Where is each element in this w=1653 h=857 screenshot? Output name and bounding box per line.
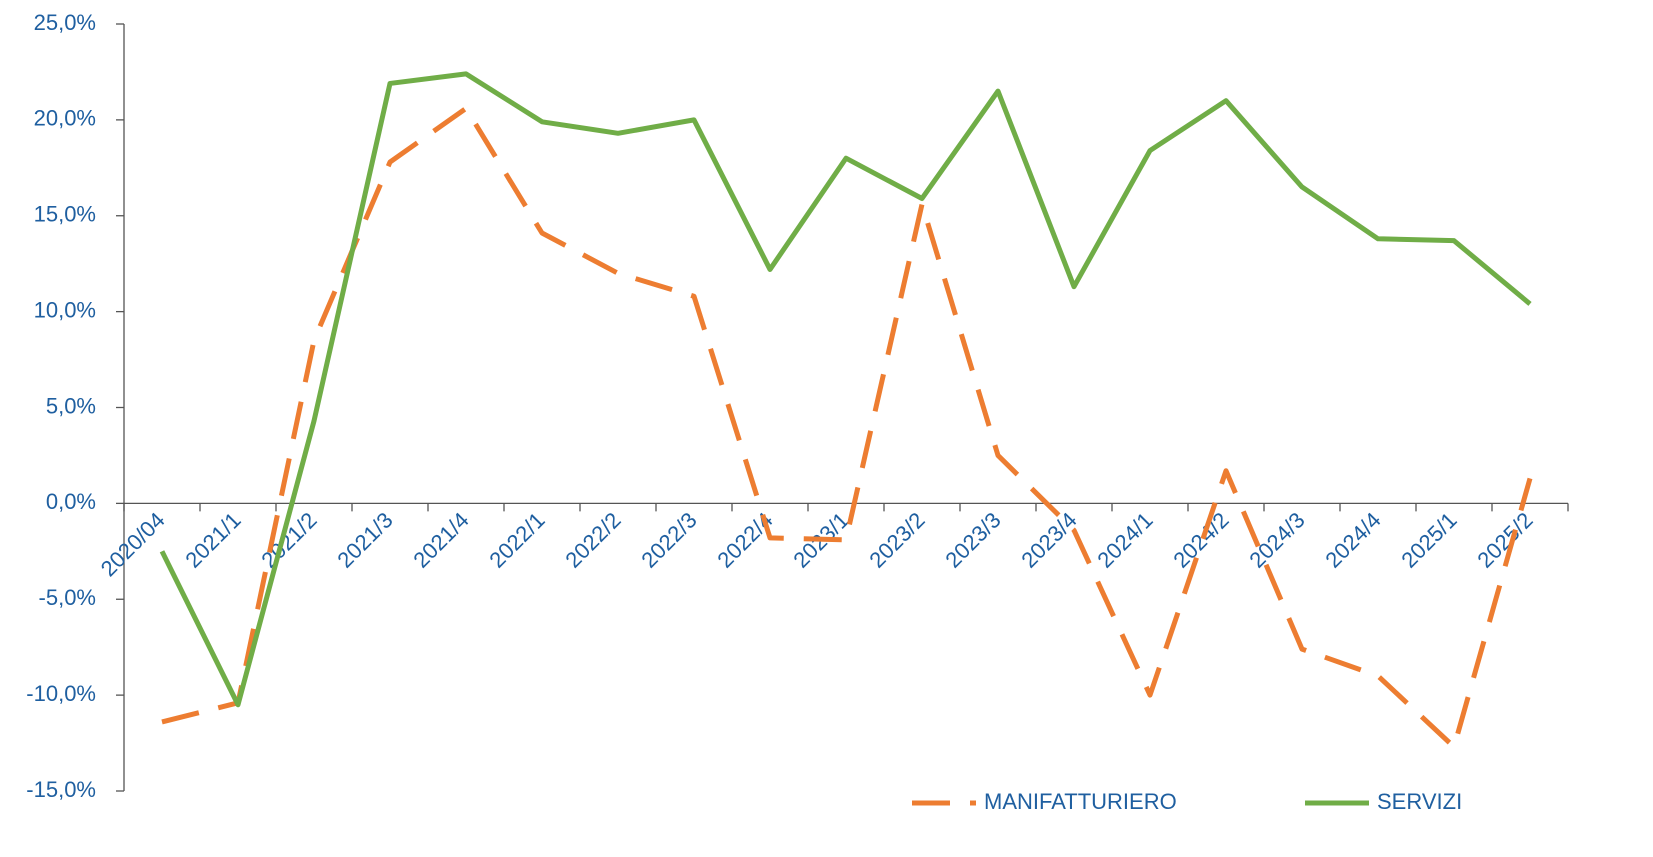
x-tick-label: 2022/2 xyxy=(560,507,625,572)
x-tick-label: 2023/2 xyxy=(864,507,929,572)
x-tick-label: 2020/04 xyxy=(96,507,170,581)
series-line xyxy=(159,71,1532,708)
x-tick-label: 2021/4 xyxy=(408,507,473,572)
series-line xyxy=(161,105,1533,750)
x-tick-label: 2021/1 xyxy=(180,507,245,572)
x-tick-label: 2024/1 xyxy=(1092,507,1157,572)
legend-label: SERVIZI xyxy=(1377,789,1462,814)
y-tick-label: 15,0% xyxy=(34,202,96,227)
x-tick-label: 2025/1 xyxy=(1396,507,1461,572)
x-tick-label: 2024/4 xyxy=(1320,507,1385,572)
y-tick-label: 20,0% xyxy=(34,106,96,131)
x-tick-label: 2022/4 xyxy=(712,507,777,572)
y-tick-label: 5,0% xyxy=(46,393,96,418)
y-tick-label: -10,0% xyxy=(26,681,96,706)
y-tick-label: -15,0% xyxy=(26,777,96,802)
y-tick-label: -5,0% xyxy=(39,585,96,610)
x-tick-label: 2024/2 xyxy=(1168,507,1233,572)
y-tick-label: 0,0% xyxy=(46,489,96,514)
y-tick-label: 25,0% xyxy=(34,10,96,35)
x-tick-label: 2021/3 xyxy=(332,507,397,572)
legend-label: MANIFATTURIERO xyxy=(984,789,1177,814)
x-tick-label: 2023/3 xyxy=(940,507,1005,572)
x-tick-label: 2022/3 xyxy=(636,507,701,572)
x-tick-label: 2023/4 xyxy=(1016,507,1081,572)
y-tick-label: 10,0% xyxy=(34,297,96,322)
x-tick-label: 2022/1 xyxy=(484,507,549,572)
